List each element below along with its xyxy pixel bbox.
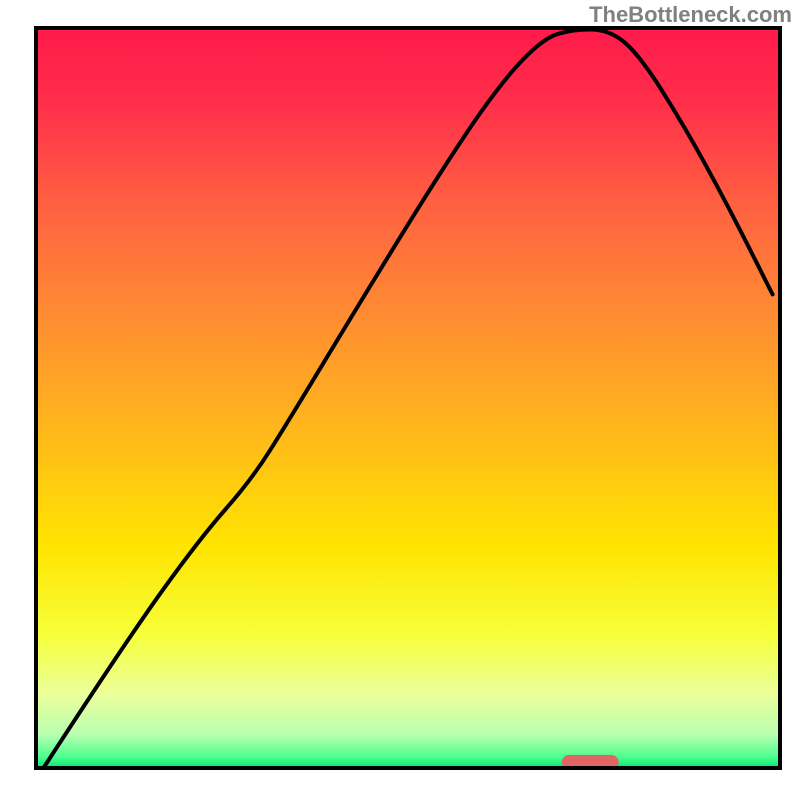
chart-container: TheBottleneck.com xyxy=(0,0,800,800)
bottleneck-chart xyxy=(0,0,800,800)
watermark-text: TheBottleneck.com xyxy=(589,2,792,28)
plot-area xyxy=(36,28,780,769)
gradient-background xyxy=(36,28,780,768)
